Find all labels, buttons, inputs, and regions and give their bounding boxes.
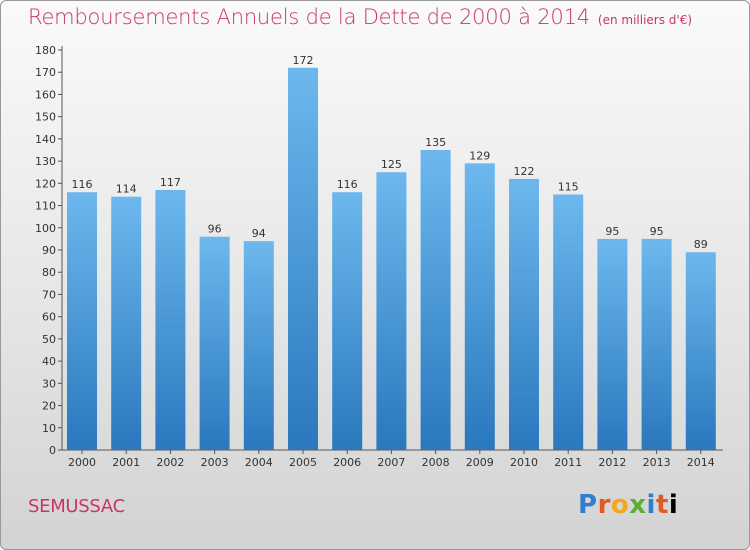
data-label: 114 — [116, 183, 137, 196]
y-tick-label: 120 — [35, 177, 56, 190]
logo-letter: P — [578, 490, 598, 520]
y-tick-label: 10 — [42, 422, 56, 435]
data-label: 89 — [694, 238, 708, 251]
y-tick-label: 130 — [35, 155, 56, 168]
bar — [243, 241, 274, 450]
y-tick-label: 100 — [35, 222, 56, 235]
y-tick-label: 160 — [35, 88, 56, 101]
data-labels: 116 114 117 96 94 172 116 125 135 129 122 115 95 95 89 — [72, 54, 708, 251]
data-label: 172 — [293, 54, 314, 67]
y-tick-label: 150 — [35, 111, 56, 124]
bar — [597, 238, 628, 450]
bar — [685, 252, 716, 450]
y-tick-label: 180 — [35, 44, 56, 57]
data-label: 115 — [558, 180, 579, 193]
x-tick-label: 2013 — [643, 456, 671, 469]
x-tick-label: 2012 — [598, 456, 626, 469]
chart-unit: (en milliers d'€) — [597, 13, 693, 27]
bar — [199, 236, 230, 450]
y-tick-label: 70 — [42, 288, 56, 301]
x-tick-label: 2003 — [201, 456, 229, 469]
x-tick-label: 2001 — [112, 456, 140, 469]
bar — [332, 192, 363, 450]
bar — [155, 190, 186, 450]
y-tick-label: 110 — [35, 200, 56, 213]
y-tick-label: 0 — [49, 444, 56, 457]
logo-letter: o — [610, 490, 630, 520]
y-tick-label: 80 — [42, 266, 56, 279]
data-label: 125 — [381, 158, 402, 171]
data-label: 96 — [208, 223, 222, 236]
bar — [553, 194, 584, 450]
bar — [111, 196, 142, 450]
y-tick-label: 30 — [42, 377, 56, 390]
bar — [67, 192, 97, 450]
bar — [509, 178, 539, 450]
data-label: 117 — [160, 176, 181, 189]
logo-letter: t — [655, 490, 669, 520]
x-tick-label: 2006 — [333, 456, 361, 469]
y-tick-label: 90 — [42, 244, 56, 257]
x-tick-label: 2004 — [245, 456, 273, 469]
x-tick-label: 2005 — [289, 456, 317, 469]
bars — [67, 67, 716, 451]
x-axis: 2000 2001 2002 2003 2004 2005 2006 2007 2008 2009… — [62, 449, 723, 469]
bar — [420, 150, 451, 450]
bar — [288, 67, 318, 451]
data-label: 116 — [72, 178, 93, 191]
y-tick-label: 40 — [42, 355, 56, 368]
y-tick-label: 140 — [35, 133, 56, 146]
chart-title-text: Remboursements Annuels de la Dette de 20… — [28, 5, 590, 29]
data-label: 95 — [605, 225, 619, 238]
y-tick-label: 170 — [35, 66, 56, 79]
logo-letter: i — [668, 490, 679, 520]
commune-name: SEMUSSAC — [28, 496, 125, 517]
x-tick-label: 2009 — [466, 456, 494, 469]
chart-title: Remboursements Annuels de la Dette de 20… — [28, 5, 692, 29]
y-tick-label: 50 — [42, 333, 56, 346]
proxiti-logo[interactable]: Proxiti — [578, 490, 678, 520]
data-label: 94 — [252, 227, 266, 240]
bar — [376, 172, 407, 450]
logo-letter: i — [646, 490, 656, 520]
bar — [464, 163, 495, 451]
x-tick-label: 2007 — [377, 456, 405, 469]
data-label: 129 — [469, 149, 490, 162]
y-tick-label: 60 — [42, 311, 56, 324]
x-tick-label: 2014 — [687, 456, 715, 469]
data-label: 135 — [425, 136, 446, 149]
bar — [641, 238, 672, 450]
y-axis: 0 10 20 30 40 50 60 70 80 90 100 110 120 130 140 150 160… — [35, 44, 63, 457]
data-label: 116 — [337, 178, 358, 191]
x-tick-label: 2010 — [510, 456, 538, 469]
data-label: 95 — [650, 225, 664, 238]
data-label: 122 — [514, 165, 535, 178]
x-tick-label: 2002 — [156, 456, 184, 469]
x-tick-label: 2008 — [422, 456, 450, 469]
logo-letter: x — [629, 490, 647, 520]
y-tick-label: 20 — [42, 400, 56, 413]
x-tick-label: 2011 — [554, 456, 582, 469]
x-tick-label: 2000 — [68, 456, 96, 469]
logo-letter: r — [597, 490, 611, 520]
